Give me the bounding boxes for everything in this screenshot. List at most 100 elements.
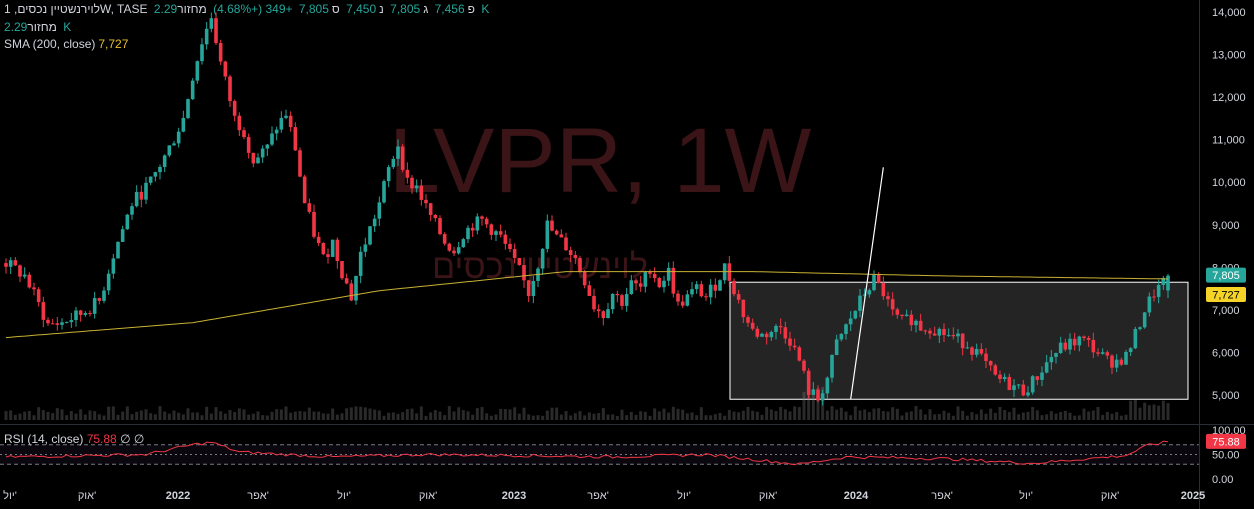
volume-bar <box>699 407 703 420</box>
volume-bar <box>349 407 353 420</box>
volume-bar <box>774 411 778 420</box>
time-axis-label: אפר' <box>247 490 269 502</box>
volume-bar <box>321 413 325 420</box>
volume-bar <box>1082 408 1086 420</box>
volume-bar <box>27 410 31 420</box>
rsi-legend[interactable]: RSI (14, close) 75.88 ∅ ∅ <box>4 432 145 446</box>
time-axis-label: 2023 <box>502 490 526 502</box>
volume-bar <box>648 415 652 420</box>
volume-bar <box>279 409 283 420</box>
volume-bar <box>466 411 470 420</box>
volume-bar <box>405 409 409 420</box>
candle-body <box>1049 356 1054 363</box>
volume-bar <box>1147 405 1151 420</box>
volume-bar <box>825 410 829 420</box>
candle-body <box>186 99 190 119</box>
candle-body <box>638 283 643 287</box>
candle-body <box>746 317 750 323</box>
volume-bar <box>111 406 115 420</box>
candle-body <box>624 294 629 306</box>
volume-bar <box>597 413 601 420</box>
volume-bar <box>377 410 381 420</box>
volume-bar <box>1087 411 1091 420</box>
volume-bar <box>732 411 736 420</box>
volume-bar <box>891 407 895 420</box>
volume-bar <box>46 411 50 420</box>
candle-body <box>853 310 858 319</box>
candle-body <box>1054 352 1058 357</box>
volume-bar <box>1096 406 1100 420</box>
candle-body <box>363 244 368 252</box>
candle-body <box>237 115 242 131</box>
volume-bar <box>1049 411 1053 420</box>
volume-bar <box>979 409 983 420</box>
volume-bar <box>961 410 965 420</box>
candle-body <box>1026 392 1030 396</box>
candle-body <box>900 314 904 317</box>
candle-body <box>615 293 620 296</box>
volume-bar <box>914 406 918 420</box>
price-axis-label: 9,000 <box>1212 220 1240 232</box>
candle-body <box>232 101 237 116</box>
candle-body <box>937 328 942 336</box>
volume-bar <box>919 409 923 420</box>
volume-bar <box>1161 400 1165 420</box>
volume-bar <box>923 414 927 420</box>
volume-bar <box>676 408 680 420</box>
volume-bar <box>685 413 689 420</box>
volume-bar <box>1124 414 1128 420</box>
volume-bar <box>849 415 853 420</box>
time-axis-label: אפר' <box>587 490 609 502</box>
candle-body <box>648 272 652 274</box>
sma-legend[interactable]: SMA (200, close) 7,727 <box>4 37 129 51</box>
volume-bar <box>247 414 251 420</box>
candle-body <box>680 301 685 306</box>
candle-body <box>312 211 316 237</box>
volume-bar <box>172 410 176 420</box>
volume-bar <box>620 409 624 420</box>
volume-bar <box>457 407 461 420</box>
candle-body <box>442 234 447 244</box>
candle-body <box>242 130 246 138</box>
volume-bar <box>1059 411 1063 420</box>
candle-body <box>610 293 615 310</box>
chart-header-line1: לוירנשטיין נכסים, 1W, TASE פ7,456 ג7,805… <box>4 2 490 16</box>
volume-bar <box>951 415 955 420</box>
volume-bar <box>396 413 400 420</box>
candle-body <box>806 370 811 395</box>
volume-bar <box>228 409 232 420</box>
time-axis-label: אוק' <box>419 490 437 502</box>
volume-bar <box>835 409 839 420</box>
volume-bar <box>937 413 941 420</box>
volume-bar <box>415 413 419 420</box>
candle-body <box>578 258 582 272</box>
volume-bar <box>555 407 559 420</box>
candle-body <box>811 389 816 395</box>
price-axis-label: 7,000 <box>1212 305 1240 317</box>
time-axis-label: אפר' <box>931 490 953 502</box>
volume-bar <box>657 411 661 420</box>
open-value: 7,456 <box>434 2 465 16</box>
candle-body <box>256 157 260 164</box>
candle-body <box>545 220 550 249</box>
volume-bar <box>844 411 848 420</box>
candle-body <box>50 323 55 325</box>
sma-price-badge <box>1206 286 1246 302</box>
volume-bar <box>214 407 218 420</box>
candle-body <box>284 115 288 118</box>
candle-body <box>974 348 979 355</box>
candle-body <box>438 218 442 235</box>
volume-bar <box>559 414 563 420</box>
volume-bar <box>713 414 717 420</box>
volume-bar <box>965 415 969 420</box>
candle-body <box>382 181 386 203</box>
volume-bar <box>522 407 526 420</box>
candle-body <box>288 115 293 128</box>
price-axis-label: 12,000 <box>1212 92 1246 104</box>
candle-body <box>1030 376 1035 393</box>
candle-body <box>1166 275 1170 291</box>
candle-body <box>550 220 554 231</box>
volume-bar <box>251 413 255 420</box>
volume-bar <box>1054 413 1058 420</box>
